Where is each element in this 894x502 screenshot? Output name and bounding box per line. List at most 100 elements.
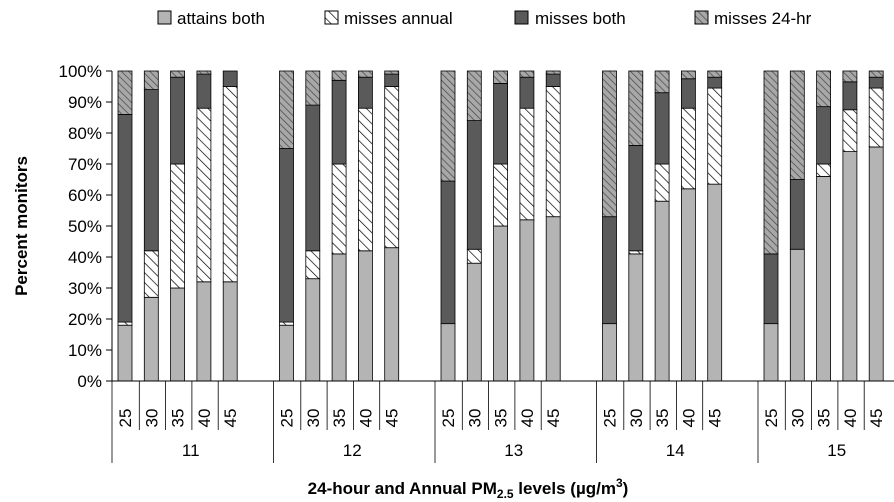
- bar-segment-misses-24hr[interactable]: [868, 70, 884, 78]
- bar-segment-misses-both[interactable]: [842, 81, 858, 111]
- bar-segment-misses-24hr[interactable]: [331, 70, 347, 81]
- bar-segment-misses-both[interactable]: [816, 106, 831, 165]
- bar-segment-misses-both[interactable]: [763, 253, 779, 325]
- bar-segment-misses-24hr[interactable]: [789, 70, 805, 180]
- bar-segment-misses-annual[interactable]: [357, 107, 373, 252]
- bar-segment-misses-both[interactable]: [602, 216, 617, 325]
- bar-segment-misses-24hr[interactable]: [842, 70, 858, 83]
- bar-segment-misses-annual[interactable]: [816, 163, 831, 177]
- bar-segment-misses-24hr[interactable]: [493, 70, 509, 84]
- bar-segment-misses-annual[interactable]: [331, 163, 347, 255]
- bar-segment-misses-both[interactable]: [440, 180, 456, 325]
- bar-segment-misses-annual[interactable]: [681, 107, 696, 190]
- bar-segment-attains-both[interactable]: [222, 281, 238, 382]
- bar-segment-misses-24hr[interactable]: [305, 70, 321, 106]
- bar-segment-misses-24hr[interactable]: [545, 70, 561, 75]
- bar-segment-misses-24hr[interactable]: [466, 70, 482, 121]
- bar-segment-misses-24hr[interactable]: [681, 70, 696, 80]
- bar-segment-misses-24hr[interactable]: [763, 70, 779, 255]
- bar-segment-attains-both[interactable]: [143, 296, 159, 382]
- bar-segment-misses-both[interactable]: [143, 89, 159, 252]
- bar-segment-misses-both[interactable]: [196, 73, 212, 109]
- bar-segment-misses-24hr[interactable]: [170, 70, 186, 78]
- bar-segment-misses-annual[interactable]: [466, 248, 482, 264]
- bar-segment-misses-24hr[interactable]: [707, 70, 723, 78]
- bar-segment-misses-24hr[interactable]: [143, 70, 159, 91]
- bar-segment-misses-24hr[interactable]: [279, 70, 294, 149]
- bar-segment-misses-both[interactable]: [868, 76, 884, 89]
- bar-segment-misses-both[interactable]: [707, 76, 723, 89]
- bar-segment-misses-annual[interactable]: [384, 86, 400, 249]
- bar-segment-attains-both[interactable]: [816, 175, 831, 382]
- bar-segment-attains-both[interactable]: [763, 323, 779, 382]
- bar-segment-misses-both[interactable]: [519, 76, 535, 109]
- bar-segment-attains-both[interactable]: [440, 323, 456, 382]
- legend-item-misses-annual[interactable]: misses annual: [324, 9, 453, 28]
- bar-segment-attains-both[interactable]: [707, 183, 723, 382]
- bar-segment-misses-both[interactable]: [384, 73, 400, 87]
- bar-segment-misses-24hr[interactable]: [384, 70, 400, 75]
- bar-segment-misses-both[interactable]: [789, 179, 805, 250]
- bar-segment-attains-both[interactable]: [681, 188, 696, 382]
- bar-segment-misses-both[interactable]: [654, 92, 670, 165]
- bar-segment-attains-both[interactable]: [519, 219, 535, 382]
- bar-segment-misses-annual[interactable]: [545, 86, 561, 218]
- bar-segment-misses-24hr[interactable]: [196, 70, 212, 75]
- bar-segment-attains-both[interactable]: [331, 253, 347, 382]
- bar-segment-attains-both[interactable]: [868, 146, 884, 382]
- legend-label-attains-both: attains both: [177, 9, 265, 28]
- bar-segment-misses-both[interactable]: [357, 76, 373, 109]
- bar-segment-misses-both[interactable]: [305, 104, 321, 252]
- bar-segment-attains-both[interactable]: [545, 216, 561, 382]
- bar-segment-misses-annual[interactable]: [493, 163, 509, 227]
- bar-segment-misses-24hr[interactable]: [519, 70, 535, 78]
- bar-segment-misses-both[interactable]: [466, 120, 482, 250]
- bar-segment-misses-24hr[interactable]: [628, 70, 644, 146]
- bar-segment-attains-both[interactable]: [117, 324, 133, 382]
- bar-segment-attains-both[interactable]: [384, 247, 400, 382]
- bar-segment-misses-both[interactable]: [279, 148, 294, 323]
- bar-segment-misses-both[interactable]: [331, 79, 347, 165]
- bar-segment-attains-both[interactable]: [279, 324, 294, 382]
- bar-segment-misses-annual[interactable]: [868, 87, 884, 148]
- bar-segment-misses-24hr[interactable]: [654, 70, 670, 94]
- bar-segment-attains-both[interactable]: [654, 200, 670, 382]
- bar-segment-misses-both[interactable]: [117, 114, 133, 323]
- legend-item-misses-both[interactable]: misses both: [514, 9, 626, 28]
- bar-segment-misses-annual[interactable]: [654, 163, 670, 202]
- bar-segment-misses-annual[interactable]: [842, 109, 858, 152]
- bar-segment-misses-both[interactable]: [493, 83, 509, 165]
- bar-segment-misses-annual[interactable]: [222, 86, 238, 283]
- bar-segment-attains-both[interactable]: [628, 253, 644, 382]
- bar-segment-attains-both[interactable]: [466, 262, 482, 382]
- bar-segment-misses-24hr[interactable]: [357, 70, 373, 78]
- bar-segment-misses-24hr[interactable]: [816, 70, 831, 108]
- bar-segment-misses-annual[interactable]: [707, 87, 723, 185]
- bar-segment-attains-both[interactable]: [493, 225, 509, 382]
- bar-segment-misses-24hr[interactable]: [602, 70, 617, 218]
- bar-segment-misses-annual[interactable]: [305, 250, 321, 280]
- bar-segment-attains-both[interactable]: [842, 151, 858, 382]
- bar-segment-misses-both[interactable]: [545, 73, 561, 87]
- bar-segment-attains-both[interactable]: [357, 250, 373, 382]
- bar-segment-attains-both[interactable]: [602, 323, 617, 382]
- bar-segment-misses-annual[interactable]: [143, 250, 159, 298]
- bar-segment-misses-annual[interactable]: [117, 321, 133, 326]
- bar-segment-misses-both[interactable]: [222, 70, 238, 87]
- bar-segment-misses-annual[interactable]: [519, 107, 535, 221]
- bar-segment-misses-annual[interactable]: [628, 250, 644, 255]
- bar-segment-misses-24hr[interactable]: [440, 70, 456, 182]
- bar-segment-misses-both[interactable]: [681, 78, 696, 109]
- legend-item-attains-both[interactable]: attains both: [157, 9, 265, 28]
- bar-segment-misses-both[interactable]: [628, 144, 644, 252]
- legend-item-misses-24hr[interactable]: misses 24-hr: [694, 9, 812, 28]
- bar-segment-attains-both[interactable]: [305, 278, 321, 382]
- bar-segment-attains-both[interactable]: [196, 281, 212, 382]
- bar-segment-misses-both[interactable]: [170, 76, 186, 165]
- bar-segment-attains-both[interactable]: [170, 287, 186, 382]
- bar-segment-attains-both[interactable]: [789, 248, 805, 382]
- bar-segment-misses-annual[interactable]: [170, 163, 186, 289]
- bar-segment-misses-annual[interactable]: [196, 107, 212, 283]
- bar-segment-misses-24hr[interactable]: [117, 70, 133, 115]
- bar-segment-misses-annual[interactable]: [279, 321, 294, 326]
